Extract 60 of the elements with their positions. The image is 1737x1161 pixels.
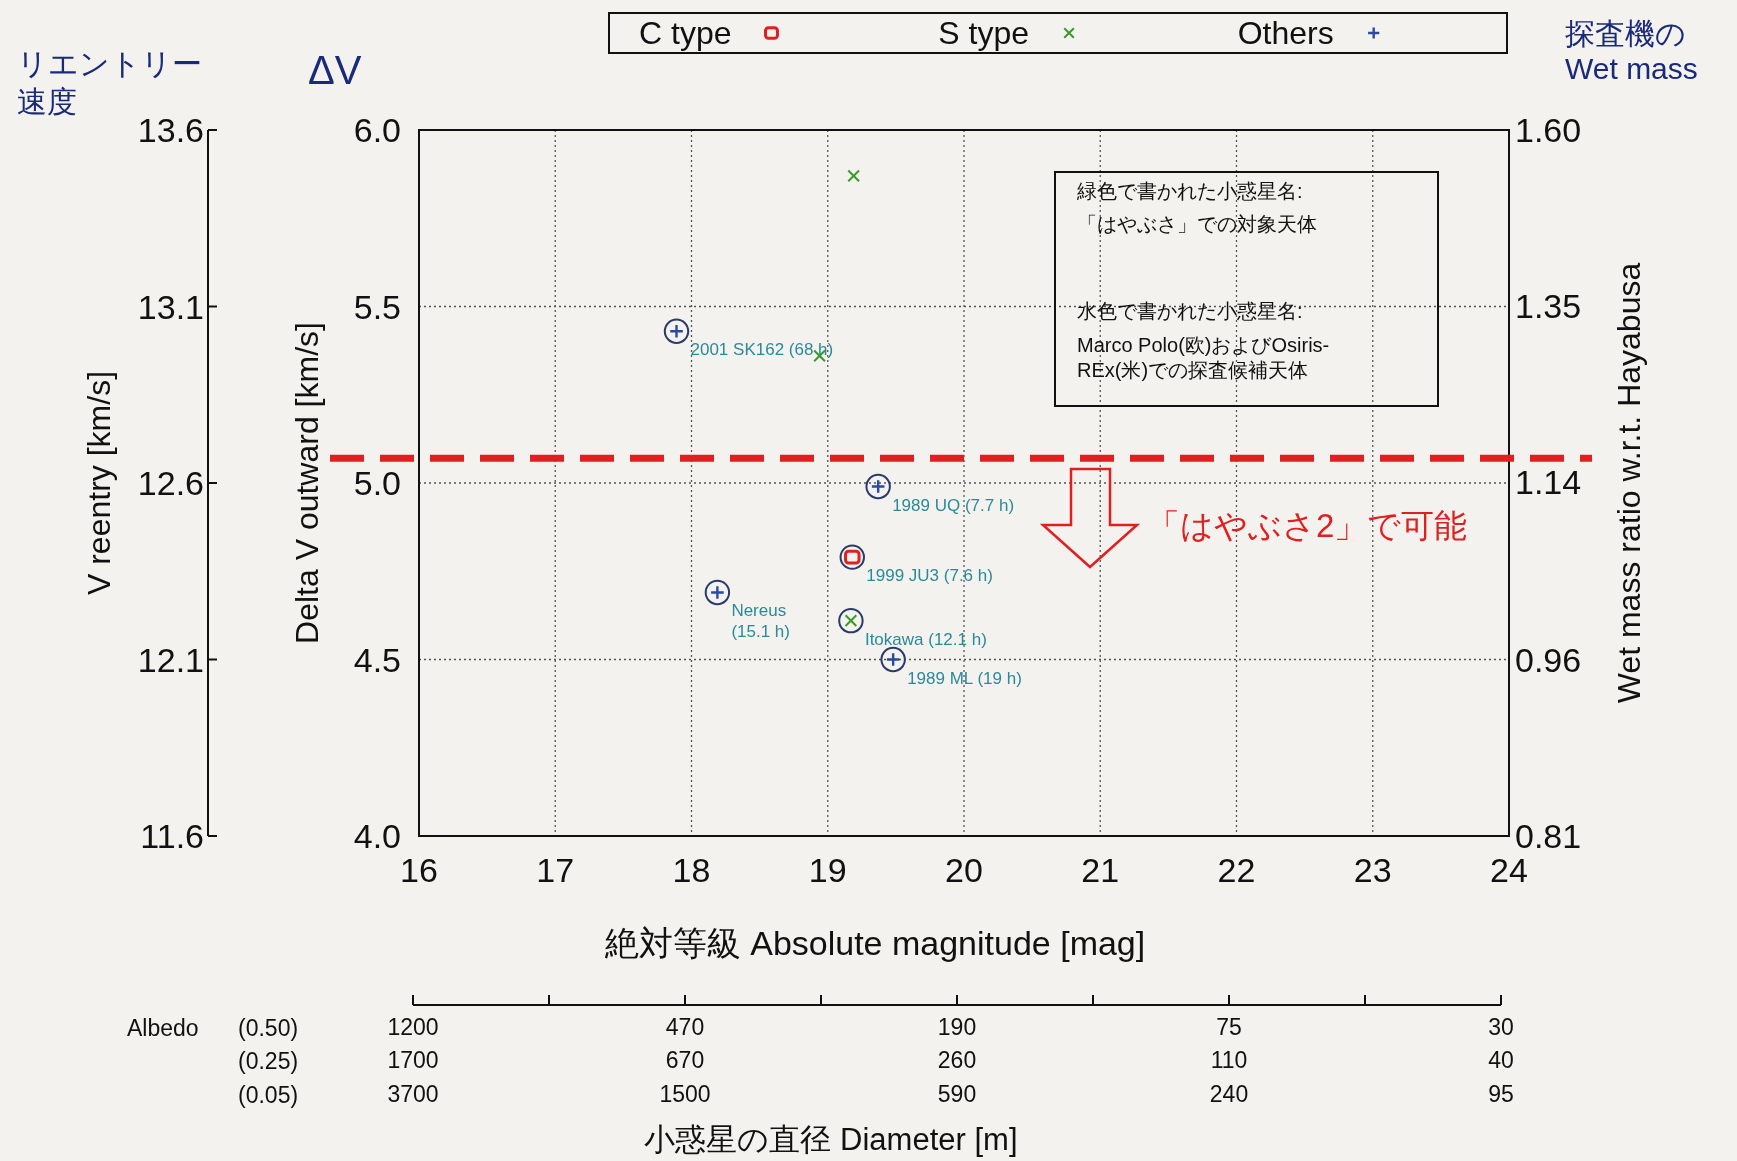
annotation: REx(米)での探査候補天体 bbox=[1077, 359, 1309, 381]
annotation: Nereus (15.1 h) bbox=[731, 601, 790, 641]
y-tick-label: 5.5 bbox=[353, 287, 401, 326]
point bbox=[865, 473, 891, 500]
annotation: 2001 SK162 (68 h) bbox=[690, 340, 834, 360]
text: 探査機の Wet mass bbox=[1565, 17, 1698, 85]
annotation: 水色で書かれた小惑星名: bbox=[1077, 300, 1303, 322]
annotation: 「はやぶさ2」で可能 bbox=[1147, 507, 1468, 544]
y-tick-label: 5.0 bbox=[353, 464, 401, 502]
x-tick-label: 21 bbox=[1081, 851, 1120, 889]
y3-tick-label: 12.6 bbox=[137, 464, 204, 502]
x-tick-label: 20 bbox=[945, 851, 983, 889]
x-tick-label: 19 bbox=[808, 851, 847, 889]
y3-tick-label: 13.6 bbox=[137, 111, 204, 149]
text: ΔV bbox=[308, 48, 362, 92]
y3-tick-label: 13.1 bbox=[137, 287, 204, 326]
y-tick-label: 4.0 bbox=[353, 817, 401, 855]
y3-tick-label: 11.6 bbox=[140, 817, 204, 855]
text: 速度 bbox=[17, 85, 77, 118]
text: 190 260 590 bbox=[937, 1014, 977, 1107]
point bbox=[847, 169, 861, 183]
text: 470 670 1500 bbox=[659, 1014, 711, 1107]
text: 75 110 240 bbox=[1209, 1014, 1249, 1107]
y2-tick-label: 0.96 bbox=[1515, 640, 1582, 679]
y3-tick-label: 12.1 bbox=[137, 640, 204, 679]
annotation: 緑色で書かれた小惑星名: bbox=[1076, 180, 1303, 202]
text: 1200 1700 3700 bbox=[387, 1014, 439, 1107]
point bbox=[704, 579, 731, 606]
annotation: 「はやぶさ」での対象天体 bbox=[1077, 213, 1317, 235]
y2-tick-label: 1.35 bbox=[1515, 287, 1582, 326]
y-axis-title: Delta V outward [km/s] bbox=[289, 322, 325, 644]
text: Albedo bbox=[127, 1015, 199, 1041]
annotation: Itokawa (12.1 h) bbox=[864, 629, 987, 649]
x-tick-label: 23 bbox=[1353, 851, 1392, 889]
y2-axis-title: Wet mass ratio w.r.t. Hayabusa bbox=[1611, 262, 1647, 704]
y-tick-label: 6.0 bbox=[353, 111, 401, 149]
annotation: 1999 JU3 (7.6 h) bbox=[866, 566, 993, 586]
point bbox=[838, 607, 864, 634]
point bbox=[880, 646, 906, 673]
point bbox=[839, 544, 865, 570]
text: 30 40 95 bbox=[1488, 1014, 1514, 1107]
y-tick-label: 4.5 bbox=[353, 640, 401, 679]
text: (0.50) (0.25) (0.05) bbox=[238, 1015, 299, 1108]
x-axis-title: 絶対等級 Absolute magnitude [mag] bbox=[603, 924, 1146, 962]
annotation: 1989 UQ (7.7 h) bbox=[892, 495, 1015, 515]
legend-label: S type bbox=[938, 15, 1030, 51]
y2-tick-label: 1.14 bbox=[1515, 462, 1582, 501]
x-tick-label: 16 bbox=[400, 851, 438, 889]
legend-label: Others bbox=[1237, 15, 1334, 51]
legend-label: C type bbox=[639, 15, 732, 51]
annotation: Marco Polo(欧)およびOsiris- bbox=[1077, 334, 1330, 356]
x-tick-label: 18 bbox=[672, 851, 711, 889]
annotation: 1989 ML (19 h) bbox=[907, 668, 1022, 688]
x-tick-label: 22 bbox=[1217, 851, 1256, 889]
text: リエントリー bbox=[17, 47, 202, 80]
x-tick-label: 17 bbox=[536, 851, 575, 889]
text: 小惑星の直径 Diameter [m] bbox=[644, 1122, 1018, 1157]
point bbox=[663, 318, 690, 344]
y2-tick-label: 1.60 bbox=[1515, 111, 1582, 149]
y3-axis-title: V reentry [km/s] bbox=[81, 370, 117, 596]
